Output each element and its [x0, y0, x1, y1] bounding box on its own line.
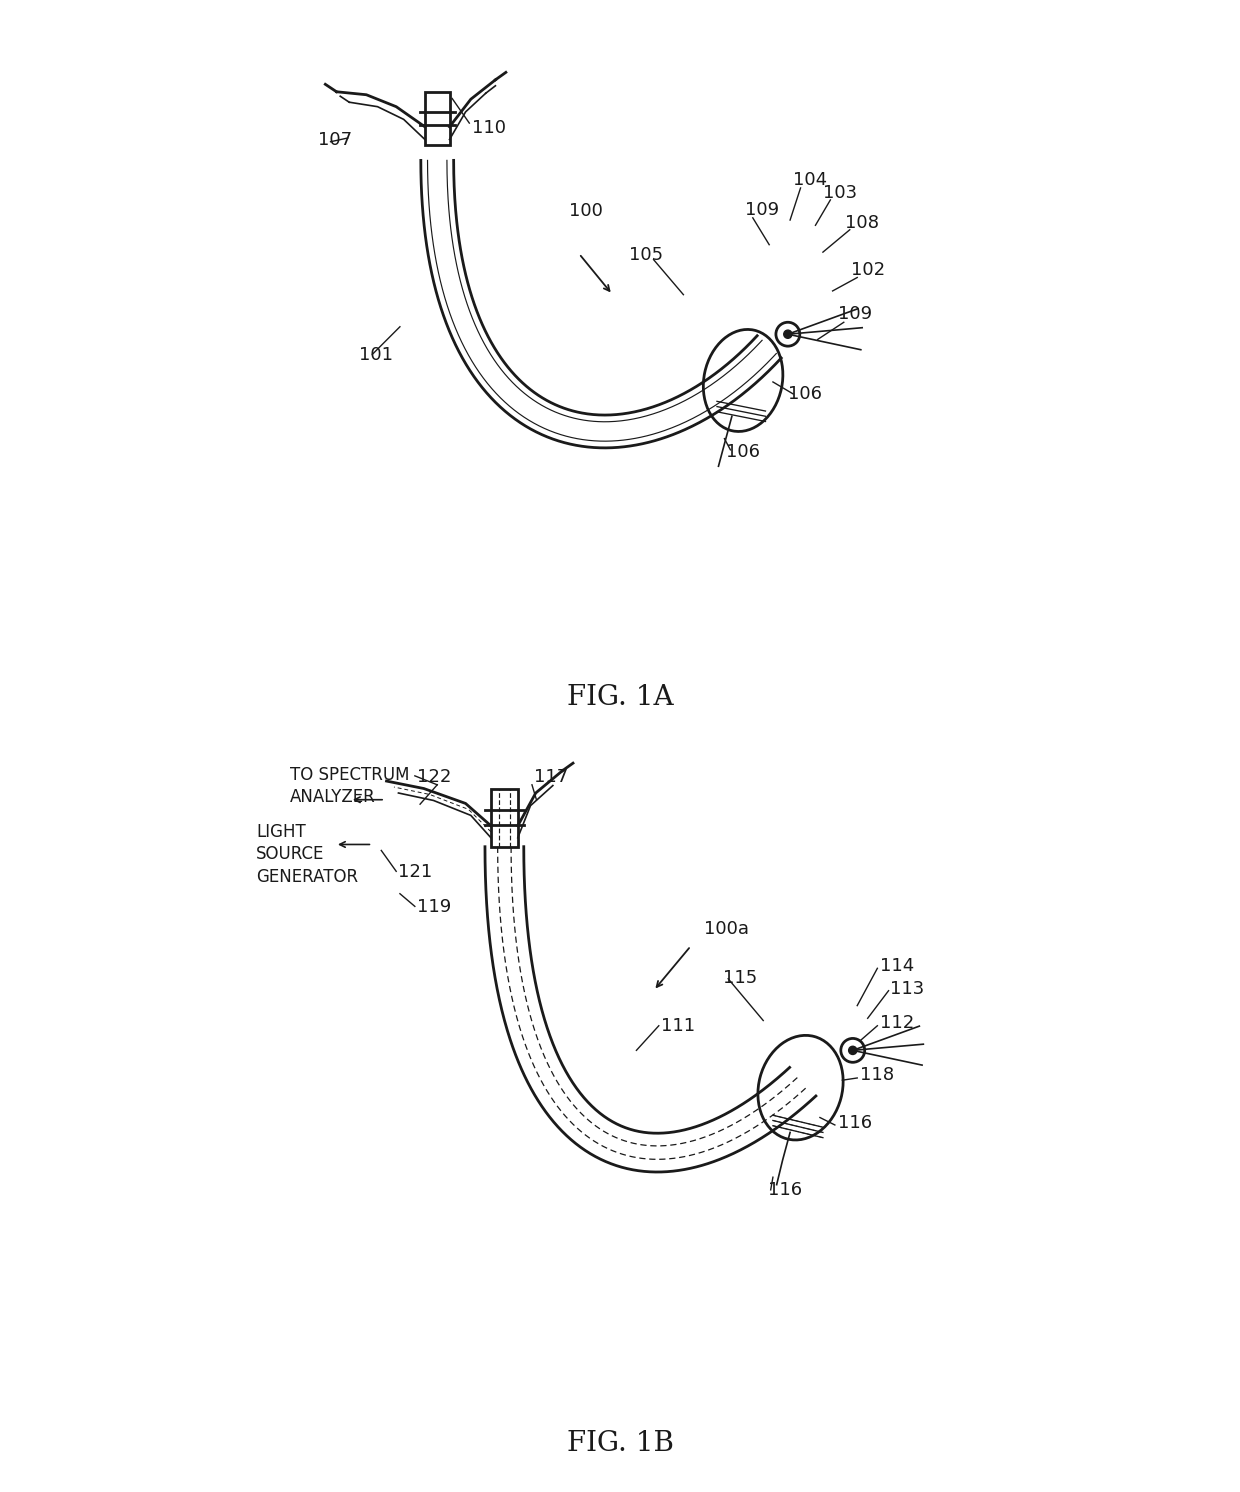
Text: ANALYZER: ANALYZER	[290, 788, 376, 806]
Text: 112: 112	[879, 1015, 914, 1032]
Text: 116: 116	[768, 1182, 802, 1200]
Text: 115: 115	[723, 970, 758, 988]
Text: 116: 116	[838, 1115, 872, 1132]
Text: 100a: 100a	[703, 921, 749, 938]
Text: SOURCE: SOURCE	[255, 846, 325, 864]
Text: 113: 113	[890, 980, 924, 998]
Circle shape	[784, 330, 792, 339]
Text: 122: 122	[417, 768, 451, 786]
Text: 118: 118	[861, 1067, 894, 1085]
Text: 104: 104	[794, 172, 827, 189]
Text: 121: 121	[398, 862, 432, 880]
Text: 107: 107	[317, 131, 352, 149]
Text: 111: 111	[661, 1018, 696, 1035]
Text: 119: 119	[417, 898, 451, 916]
Text: FIG. 1B: FIG. 1B	[567, 1429, 673, 1458]
Text: 102: 102	[851, 261, 885, 279]
Text: FIG. 1A: FIG. 1A	[567, 683, 673, 712]
Text: 105: 105	[629, 246, 663, 264]
Text: 106: 106	[787, 385, 822, 403]
Text: 101: 101	[358, 346, 393, 364]
Text: 109: 109	[745, 201, 780, 219]
Text: 109: 109	[838, 306, 872, 324]
Text: GENERATOR: GENERATOR	[255, 868, 358, 886]
Circle shape	[848, 1046, 857, 1055]
Text: LIGHT: LIGHT	[255, 824, 306, 841]
Text: 114: 114	[879, 958, 914, 976]
Text: 108: 108	[846, 213, 879, 231]
Text: 110: 110	[472, 119, 506, 137]
Text: 106: 106	[725, 443, 760, 461]
Text: 103: 103	[823, 184, 857, 201]
Text: TO SPECTRUM: TO SPECTRUM	[290, 765, 409, 783]
Text: 117: 117	[534, 768, 568, 786]
Text: 100: 100	[569, 203, 603, 221]
